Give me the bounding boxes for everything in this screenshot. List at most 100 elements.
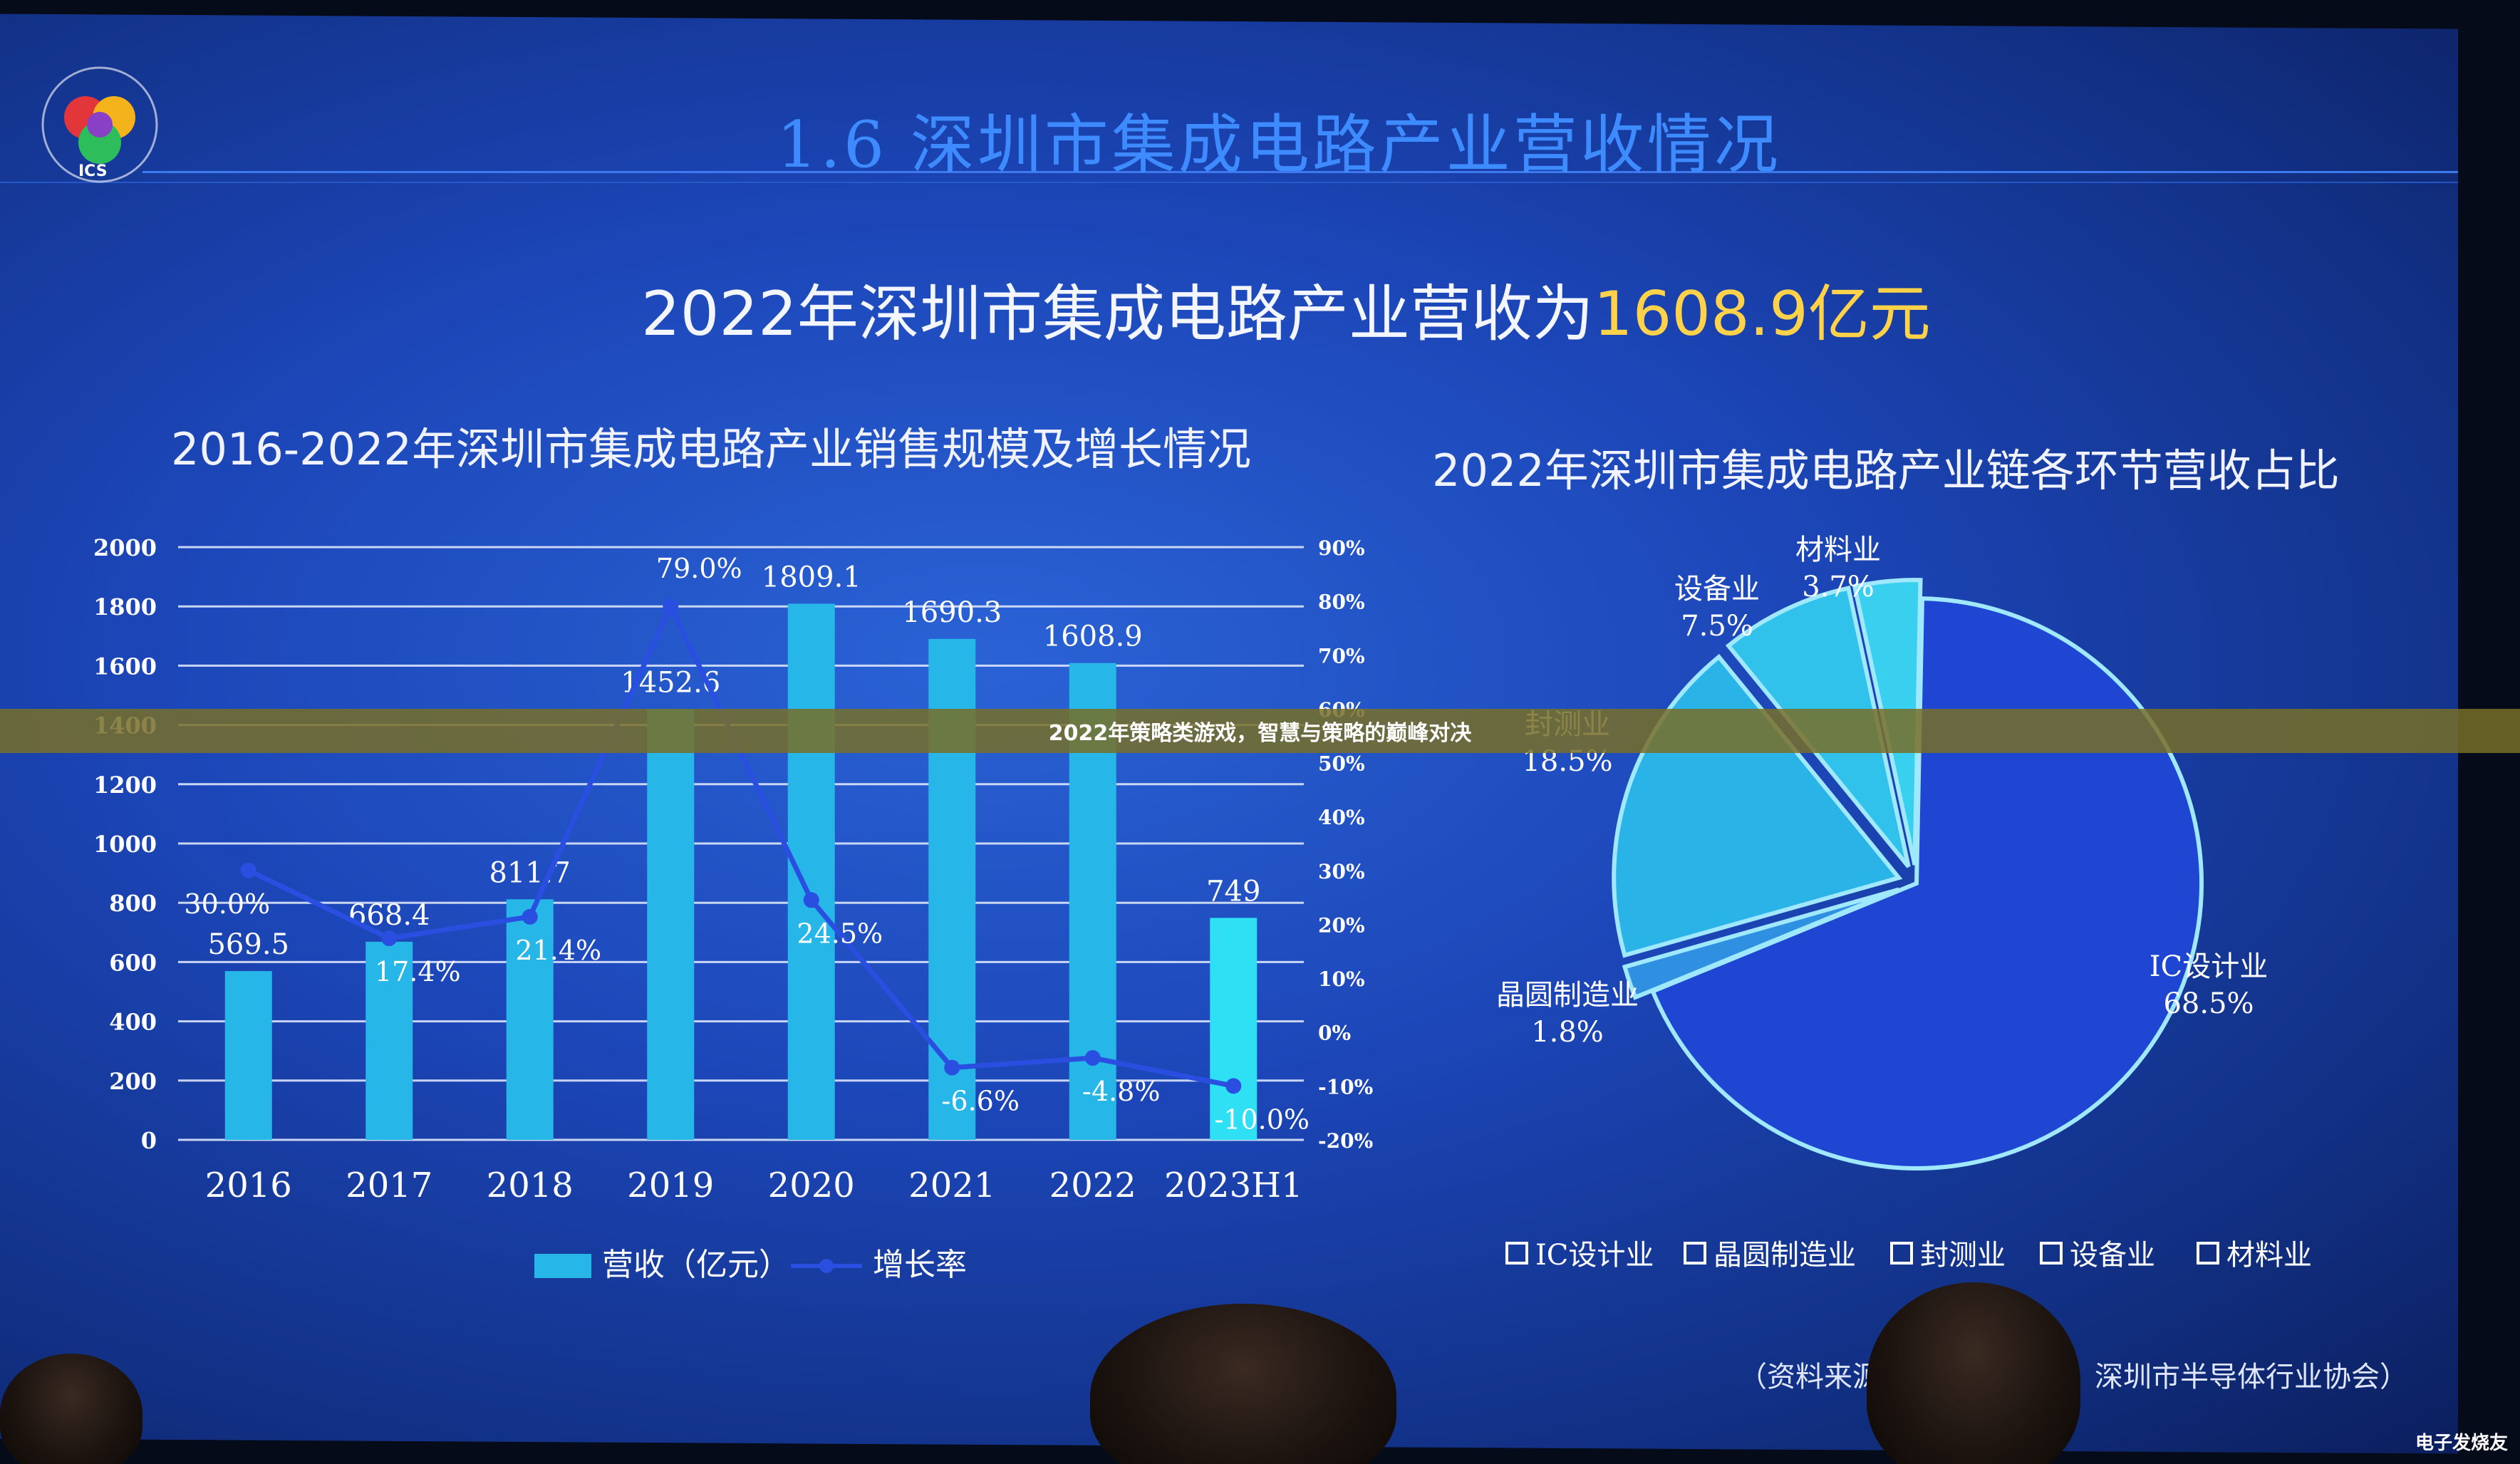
y-left-tick-label: 400 <box>109 1009 157 1036</box>
y-right-tick-label: 0% <box>1318 1022 1351 1045</box>
y-axis-left: 0200400600800100012001400160018002000 <box>93 534 157 1154</box>
bar-line-chart: 0200400600800100012001400160018002000 -2… <box>93 534 1373 1283</box>
pie-slice-name: 晶圆制造业 <box>1496 979 1639 1012</box>
pie-slice-value: 68.5% <box>2163 987 2254 1020</box>
line-value-label: 24.5% <box>797 918 883 949</box>
bar-value-label: 1608.9 <box>1043 621 1143 653</box>
bar-series: 569.5668.4811.71452.61809.11690.31608.97… <box>207 561 1260 1140</box>
y-axis-right: -20%-10%0%10%20%30%40%50%60%70%80%90% <box>1318 536 1373 1153</box>
pie-slice-name: 材料业 <box>1795 534 1881 566</box>
pie-slices <box>1612 578 2204 1170</box>
x-tick-label: 2016 <box>205 1166 292 1205</box>
bar <box>506 899 554 1140</box>
pie-legend-swatch <box>1684 1242 1706 1265</box>
y-right-tick-label: 70% <box>1318 644 1365 668</box>
bar-chart-legend: 营收（亿元） 增长率 <box>534 1247 967 1283</box>
bar-value-label: 749 <box>1206 875 1260 908</box>
bar-value-label: 1809.1 <box>762 561 861 593</box>
y-left-tick-label: 1200 <box>93 772 157 799</box>
pie-legend-label: IC设计业 <box>1535 1239 1654 1272</box>
y-left-tick-label: 200 <box>109 1068 157 1095</box>
bar-value-label: 811.7 <box>489 856 571 889</box>
ics-logo <box>28 57 171 192</box>
line-value-label: -6.6% <box>942 1086 1020 1117</box>
bar-value-label: 569.5 <box>207 928 289 961</box>
line-series: 30.0% 17.4% 21.4% 79.0% 24.5% -6.6% -4.8% -10.0… <box>184 553 1310 1135</box>
bar <box>787 603 835 1140</box>
y-right-tick-label: 90% <box>1318 536 1365 560</box>
y-right-tick-label: -20% <box>1318 1129 1373 1153</box>
line-point <box>381 930 398 947</box>
line-value-label: 79.0% <box>656 553 742 584</box>
line-value-label: -10.0% <box>1214 1104 1310 1135</box>
header-divider-secondary <box>0 182 2458 183</box>
line-value-label: 17.4% <box>375 956 461 987</box>
pie-legend: IC设计业 晶圆制造业 封测业 设备业 材料业 <box>1505 1239 2312 1272</box>
x-tick-label: 2023H1 <box>1164 1166 1303 1205</box>
pie-legend-label: 材料业 <box>2226 1239 2312 1272</box>
bar <box>224 971 272 1140</box>
y-left-tick-label: 800 <box>109 890 157 917</box>
y-left-tick-label: 1000 <box>93 831 157 858</box>
slide-title: 1.6 深圳市集成电路产业营收情况 <box>777 108 1781 182</box>
line-value-label: -4.8% <box>1082 1076 1160 1107</box>
pie-slice-value: 3.7% <box>1802 571 1875 603</box>
x-tick-label: 2019 <box>627 1166 714 1205</box>
pie-slice-value: 7.5% <box>1681 610 1753 643</box>
banner-text: 2022年策略类游戏，智慧与策略的巅峰对决 <box>1048 721 1472 746</box>
audience-head <box>1090 1304 1396 1464</box>
bar <box>365 941 413 1140</box>
logo-text: ICS <box>78 162 108 180</box>
line-point <box>803 892 819 908</box>
line-point <box>522 908 538 925</box>
pie-legend-swatch <box>1505 1242 1528 1265</box>
x-tick-label: 2018 <box>487 1166 574 1205</box>
pie-slice-name: IC设计业 <box>2150 950 2268 983</box>
pie-chart: IC设计业68.5%晶圆制造业1.8%封测业18.5%设备业7.5%材料业3.7… <box>1496 534 2312 1272</box>
x-tick-label: 2021 <box>908 1166 995 1205</box>
pie-chart-title: 2022年深圳市集成电路产业链各环节营收占比 <box>1432 445 2340 497</box>
y-right-tick-label: 30% <box>1318 860 1365 883</box>
pie-legend-label: 晶圆制造业 <box>1713 1239 1856 1272</box>
y-right-tick-label: 20% <box>1318 913 1365 937</box>
legend-line-label: 增长率 <box>873 1247 967 1283</box>
y-left-tick-label: 600 <box>109 949 157 976</box>
overlay-banner: 2022年策略类游戏，智慧与策略的巅峰对决 <box>0 709 2520 753</box>
pie-legend-swatch <box>1890 1242 1913 1265</box>
watermark: 电子发烧友 <box>2415 1433 2509 1454</box>
header-divider <box>142 171 2458 173</box>
line-point <box>240 862 256 878</box>
y-right-tick-label: 80% <box>1318 591 1365 614</box>
line-value-label: 30.0% <box>184 888 270 920</box>
line-point <box>1225 1078 1242 1094</box>
y-left-tick-label: 0 <box>141 1127 157 1154</box>
legend-bar-swatch <box>534 1254 591 1278</box>
y-right-tick-label: 50% <box>1318 752 1365 776</box>
pie-legend-swatch <box>2197 1242 2219 1265</box>
headline-value: 1608.9亿元 <box>1593 279 1931 350</box>
bar-value-label: 1690.3 <box>902 596 1002 629</box>
bar <box>1210 918 1258 1140</box>
source-note: （资料来源 深圳市半导体行业协会） <box>1738 1354 2408 1395</box>
headline-prefix: 2022年深圳市集成电路产业营收为 <box>641 279 1594 350</box>
y-right-tick-label: -10% <box>1318 1075 1373 1099</box>
audience-head <box>0 1354 142 1464</box>
headline: 2022年深圳市集成电路产业营收为1608.9亿元 <box>641 264 1931 353</box>
source-left: （资料来源 <box>1738 1361 1881 1393</box>
audience-head <box>1867 1282 2080 1464</box>
x-tick-label: 2020 <box>768 1166 855 1205</box>
line-point <box>1084 1050 1101 1066</box>
pie-slice-name: 设备业 <box>1674 573 1760 606</box>
y-right-tick-label: 40% <box>1318 806 1365 829</box>
x-axis: 2016 2017 2018 2019 2020 2021 2022 2023H1 <box>205 1166 1303 1205</box>
x-tick-label: 2017 <box>346 1166 432 1205</box>
pie-slice <box>1622 887 1900 1000</box>
pie-slice-value: 1.8% <box>1531 1016 1604 1049</box>
x-tick-label: 2022 <box>1049 1166 1136 1205</box>
growth-line <box>247 600 1234 1089</box>
y-left-tick-label: 1800 <box>93 593 157 621</box>
legend-line-marker <box>819 1259 834 1273</box>
bar-chart-title: 2016-2022年深圳市集成电路产业销售规模及增长情况 <box>171 423 1251 475</box>
line-point <box>663 598 679 615</box>
legend-bar-label: 营收（亿元） <box>602 1247 790 1283</box>
